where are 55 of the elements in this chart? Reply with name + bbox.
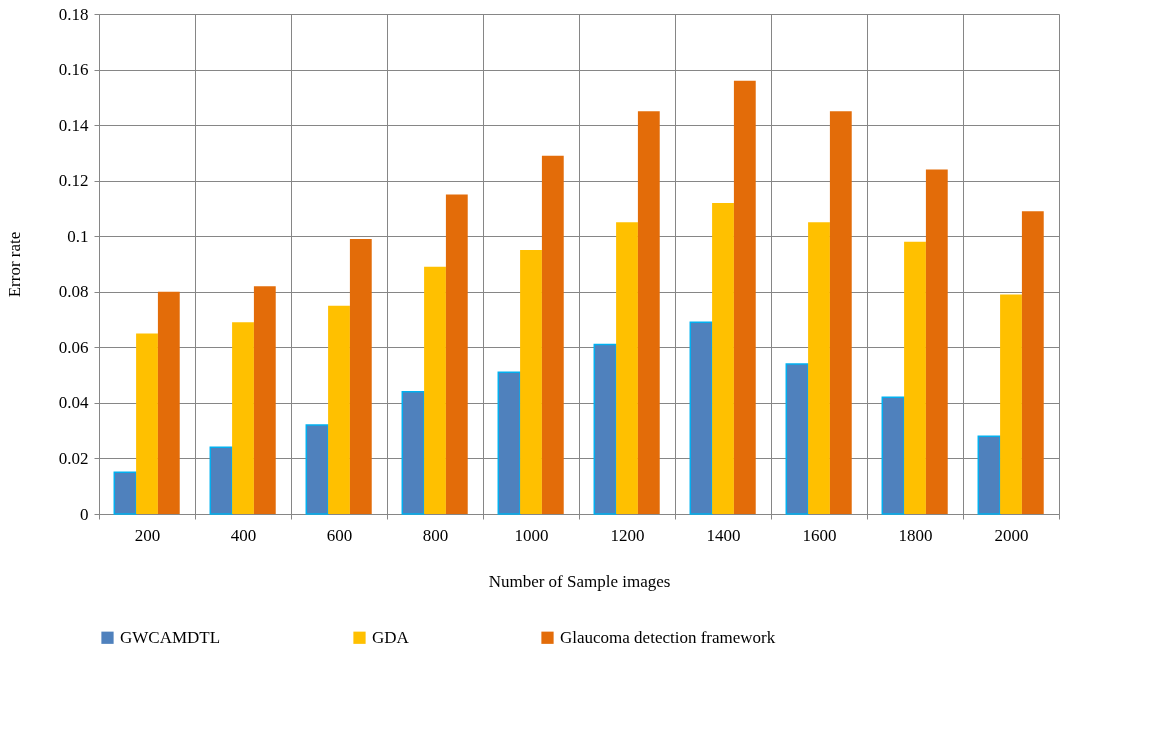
- bar: [881, 396, 905, 515]
- x-tick-label: 600: [326, 525, 353, 545]
- x-tick-label: 2000: [994, 525, 1029, 545]
- x-tick-label: 800: [422, 525, 449, 545]
- bar: [616, 222, 638, 514]
- bar: [305, 424, 329, 515]
- bar: [689, 321, 713, 515]
- bar: [829, 111, 852, 514]
- x-axis-title: Number of Sample images: [488, 571, 671, 591]
- bar: [977, 435, 1001, 515]
- bar: [401, 391, 425, 515]
- legend-label: GWCAMDTL: [120, 627, 221, 647]
- y-tick-label: 0.14: [58, 115, 89, 135]
- y-tick-label: 0.12: [58, 171, 89, 191]
- bar: [808, 222, 830, 514]
- bar: [349, 239, 372, 514]
- y-tick-label: 0.02: [58, 448, 89, 468]
- bar: [593, 343, 617, 515]
- bar: [925, 169, 948, 514]
- x-tick-label: 200: [134, 525, 161, 545]
- bar: [497, 371, 521, 515]
- y-tick-label: 0: [80, 504, 89, 524]
- y-tick-label: 0.1: [67, 226, 89, 246]
- x-tick-label: 400: [230, 525, 257, 545]
- bar: [232, 322, 254, 514]
- bar: [712, 202, 734, 514]
- bar: [209, 446, 233, 515]
- bar: [1000, 294, 1022, 514]
- x-tick-label: 1800: [898, 525, 933, 545]
- legend-label: GDA: [372, 627, 410, 647]
- bar: [113, 471, 137, 515]
- legend-label: Glaucoma detection framework: [560, 627, 776, 647]
- y-tick-label: 0.18: [58, 4, 89, 24]
- bar: [1021, 211, 1044, 514]
- bar: [904, 241, 926, 514]
- bar: [541, 155, 564, 514]
- x-tick-label: 1000: [514, 525, 549, 545]
- bar: [136, 333, 158, 514]
- bar: [520, 250, 542, 514]
- y-tick-label: 0.16: [58, 60, 89, 80]
- bar: [733, 80, 756, 514]
- bar: [328, 305, 350, 514]
- bar: [445, 194, 468, 514]
- y-tick-label: 0.08: [58, 282, 89, 302]
- y-tick-label: 0.04: [58, 393, 89, 413]
- x-tick-label: 1200: [610, 525, 645, 545]
- bar: [637, 111, 660, 514]
- x-tick-label: 1600: [802, 525, 837, 545]
- bar: [424, 266, 446, 514]
- x-tick-label: 1400: [706, 525, 741, 545]
- bar: [253, 286, 276, 514]
- bar: [785, 363, 809, 515]
- y-axis-title: Error rate: [4, 231, 24, 298]
- y-tick-label: 0.06: [58, 337, 89, 357]
- bar: [157, 291, 180, 514]
